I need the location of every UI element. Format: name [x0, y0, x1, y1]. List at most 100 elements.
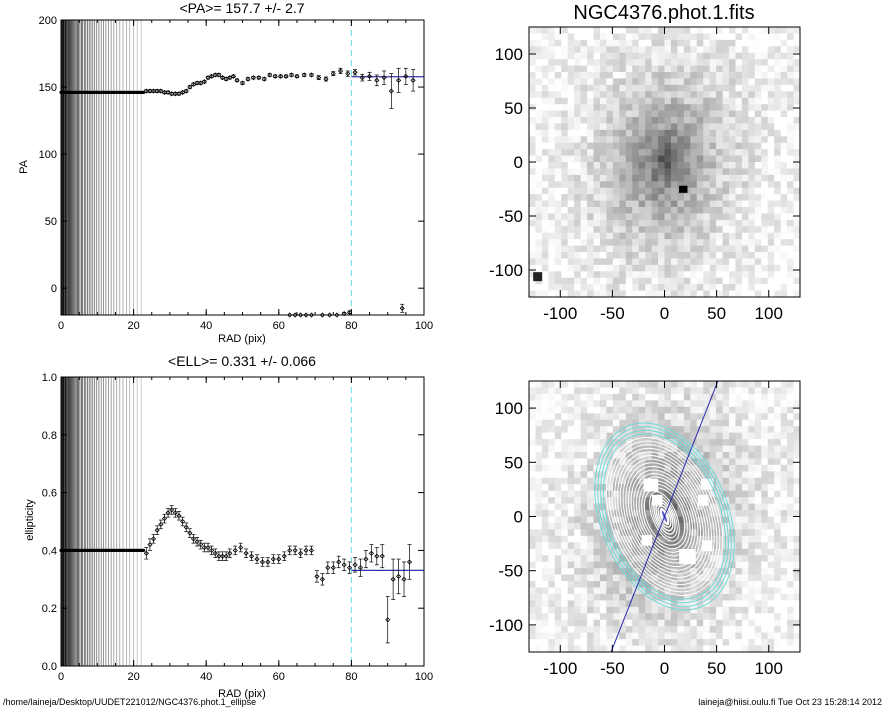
image-pixel — [670, 593, 678, 601]
image-pixel — [664, 168, 672, 176]
image-pixel — [561, 59, 569, 66]
image-pixel — [606, 187, 614, 195]
image-pixel — [567, 277, 575, 285]
image-pixel — [567, 174, 575, 182]
image-pixel — [561, 104, 569, 111]
data-point — [294, 73, 300, 79]
image-pixel — [709, 497, 717, 504]
image-pixel — [677, 613, 685, 621]
image-pixel — [606, 149, 614, 156]
image-pixel — [599, 568, 607, 575]
image-pixel — [587, 522, 594, 530]
image-pixel — [664, 258, 672, 266]
image-pixel — [722, 645, 730, 653]
image-pixel — [735, 587, 743, 595]
image-pixel — [780, 458, 788, 466]
image-pixel — [677, 181, 685, 189]
x-tick-label: 0 — [660, 659, 669, 678]
image-pixel — [748, 27, 756, 34]
isophote — [651, 494, 678, 539]
image-pixel — [599, 110, 607, 118]
data-point — [278, 73, 284, 79]
data-point — [212, 550, 218, 556]
image-pixel — [580, 136, 588, 144]
image-pixel — [632, 123, 640, 131]
image-pixel — [754, 497, 762, 504]
image-pixel — [767, 529, 775, 537]
image-pixel — [696, 46, 704, 54]
image-pixel — [793, 581, 801, 588]
image-pixel — [599, 78, 607, 86]
image-pixel — [793, 264, 801, 272]
image-pixel — [651, 529, 659, 537]
image-pixel — [658, 619, 665, 627]
image-pixel — [561, 503, 569, 511]
image-pixel — [774, 645, 782, 653]
image-pixel — [780, 162, 788, 169]
image-pixel — [748, 104, 756, 111]
image-pixel — [670, 406, 678, 414]
image-pixel — [658, 97, 665, 105]
image-pixel — [709, 387, 717, 395]
image-pixel — [741, 33, 749, 41]
image-pixel — [593, 587, 601, 595]
image-pixel — [683, 613, 691, 621]
image-pixel — [716, 632, 723, 640]
image-pixel — [774, 277, 782, 285]
image-pixel — [696, 645, 704, 653]
image-pixel — [599, 181, 607, 189]
image-pixel — [612, 290, 620, 298]
image-pixel — [593, 535, 601, 543]
image-pixel — [574, 413, 582, 421]
image-pixel — [774, 84, 782, 92]
image-pixel — [580, 213, 588, 221]
image-pixel — [535, 117, 543, 124]
image-pixel — [612, 587, 620, 595]
image-pixel — [748, 142, 756, 150]
image-pixel — [561, 27, 569, 34]
y-tick-label: -100 — [489, 261, 523, 280]
image-pixel — [612, 245, 620, 253]
image-pixel — [664, 426, 672, 434]
image-pixel — [541, 387, 549, 395]
image-pixel — [690, 387, 698, 395]
image-pixel — [587, 626, 594, 634]
image-pixel — [619, 187, 627, 195]
data-point — [363, 556, 369, 562]
image-pixel — [535, 129, 543, 137]
image-pixel — [645, 381, 652, 388]
image-pixel — [767, 645, 775, 653]
image-pixel — [574, 110, 582, 118]
image-pixel — [709, 136, 717, 144]
image-pixel — [593, 104, 601, 111]
image-pixel — [683, 413, 691, 421]
image-pixel — [748, 277, 756, 285]
data-point — [209, 547, 215, 553]
image-pixel — [645, 626, 652, 634]
ellipticity-profile-panel: <ELL>= 0.331 +/- 0.066 RAD (pix) ellipti… — [24, 353, 433, 700]
image-pixel — [548, 645, 556, 653]
image-pixel — [529, 381, 536, 388]
image-pixel — [606, 606, 614, 614]
image-pixel — [683, 46, 691, 54]
image-pixel — [735, 503, 743, 511]
image-pixel — [664, 645, 672, 653]
image-pixel — [548, 174, 556, 182]
y-tick-label: -50 — [498, 207, 523, 226]
image-pixel — [754, 245, 762, 253]
image-pixel — [664, 632, 672, 640]
image-pixel — [658, 490, 665, 498]
image-pixel — [793, 39, 801, 47]
image-pixel — [574, 252, 582, 259]
image-pixel — [716, 484, 723, 492]
image-pixel — [580, 264, 588, 272]
image-pixel — [670, 27, 678, 34]
image-pixel — [741, 187, 749, 195]
image-pixel — [696, 110, 704, 118]
image-pixel — [741, 168, 749, 176]
image-pixel — [548, 117, 556, 124]
image-pixel — [541, 91, 549, 99]
image-pixel — [748, 46, 756, 54]
image-pixel — [690, 149, 698, 156]
image-pixel — [767, 129, 775, 137]
